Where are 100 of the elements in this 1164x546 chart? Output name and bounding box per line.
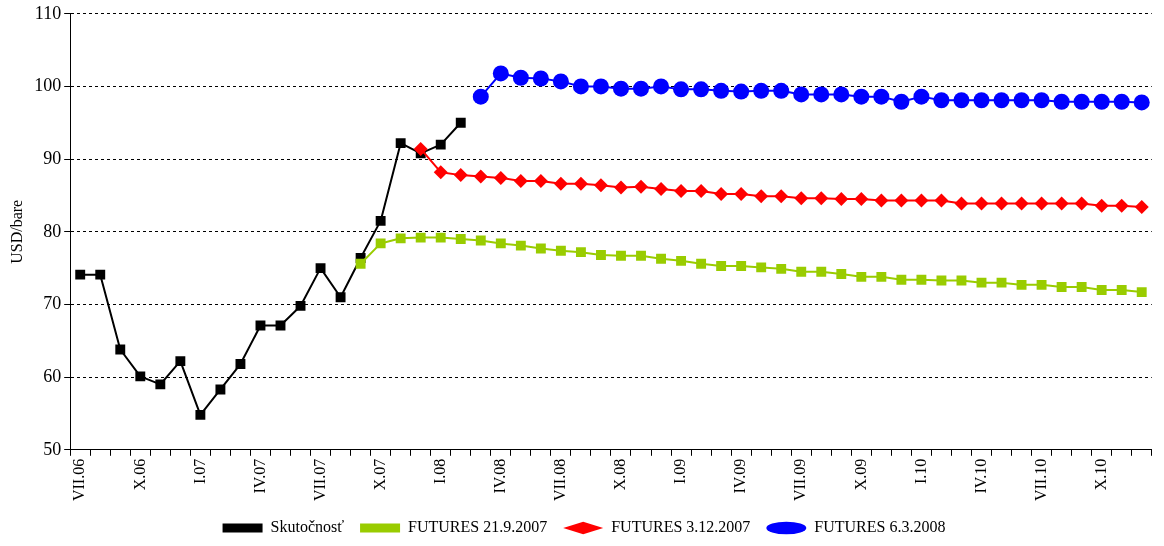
point: [435, 232, 446, 243]
point: [654, 181, 669, 196]
x-tick-label: VII.08: [551, 458, 569, 502]
point: [473, 169, 488, 184]
point: [155, 379, 166, 390]
point: [696, 258, 707, 269]
x-tick-label: VII.07: [310, 458, 328, 502]
point: [455, 234, 466, 245]
y-tick-label: 110: [34, 2, 62, 23]
point: [833, 86, 850, 103]
legend-label: Skutočnosť: [270, 518, 345, 536]
point: [634, 179, 649, 194]
x-tick-label: IV.09: [731, 458, 749, 494]
point: [453, 168, 468, 183]
point: [636, 250, 646, 261]
point: [653, 78, 670, 95]
point: [973, 92, 990, 109]
y-tick-label: 60: [43, 365, 62, 386]
point: [596, 250, 606, 260]
point: [1134, 200, 1149, 215]
point: [1033, 92, 1050, 109]
point: [1113, 93, 1130, 110]
point: [813, 86, 830, 103]
point: [716, 261, 727, 271]
point: [592, 78, 609, 95]
point: [854, 192, 869, 207]
point: [413, 141, 428, 156]
point: [195, 409, 206, 420]
point: [1136, 287, 1147, 298]
point: [513, 173, 528, 188]
point: [656, 253, 666, 264]
point: [1076, 282, 1087, 292]
point: [535, 243, 546, 254]
point: [633, 80, 650, 97]
point: [1073, 93, 1090, 110]
legend-label: FUTURES 3.12.2007: [611, 518, 751, 536]
point: [896, 274, 907, 285]
point: [613, 180, 628, 195]
point: [1054, 196, 1069, 211]
x-tick-label: I.08: [430, 458, 448, 485]
point: [495, 238, 506, 249]
point: [533, 173, 548, 188]
point: [856, 271, 867, 282]
point: [1074, 196, 1089, 211]
point: [933, 92, 950, 109]
point: [215, 384, 226, 395]
point: [1014, 196, 1029, 211]
point: [472, 88, 489, 105]
point: [1056, 282, 1067, 292]
point: [996, 277, 1007, 288]
point: [532, 70, 549, 87]
point: [395, 138, 406, 149]
point: [736, 261, 747, 271]
point: [733, 83, 750, 100]
point: [714, 187, 729, 202]
point: [1114, 198, 1129, 213]
point: [713, 82, 730, 99]
point: [593, 178, 608, 193]
point: [774, 189, 789, 204]
x-tick-label: X.08: [611, 458, 629, 491]
point: [934, 193, 949, 208]
y-tick-label: 70: [43, 293, 62, 314]
point: [793, 86, 810, 103]
y-tick-label: 50: [43, 438, 62, 459]
point: [694, 184, 709, 199]
x-tick-label: X.06: [130, 458, 148, 491]
legend-label: FUTURES 21.9.2007: [408, 518, 548, 536]
point: [674, 184, 689, 199]
point: [894, 193, 909, 208]
point: [873, 88, 890, 105]
point: [115, 344, 126, 355]
y-tick-label: 100: [34, 75, 62, 96]
point: [954, 196, 969, 211]
y-axis-title: USD/bare: [7, 199, 25, 264]
point: [395, 233, 406, 244]
x-tick-label: VII.06: [70, 458, 88, 502]
point: [916, 274, 927, 285]
point: [355, 258, 366, 269]
x-tick-label: VII.10: [1031, 458, 1049, 502]
point: [135, 371, 146, 382]
point: [95, 269, 106, 280]
point: [435, 139, 446, 150]
point: [1053, 93, 1070, 110]
point: [953, 92, 970, 109]
x-tick-label: IV.10: [971, 458, 989, 494]
point: [816, 266, 827, 277]
point: [552, 73, 569, 90]
point: [515, 240, 526, 251]
legend-label: FUTURES 6.3.2008: [814, 518, 946, 536]
point: [493, 171, 508, 186]
x-tick-label: X.07: [370, 458, 388, 491]
x-tick-label: IV.08: [491, 458, 509, 494]
point: [974, 196, 989, 211]
point: [796, 266, 807, 277]
point: [876, 271, 887, 282]
x-tick-label: X.09: [851, 458, 869, 491]
point: [753, 82, 770, 99]
point: [492, 65, 509, 82]
point: [175, 356, 186, 367]
point: [1093, 93, 1110, 110]
